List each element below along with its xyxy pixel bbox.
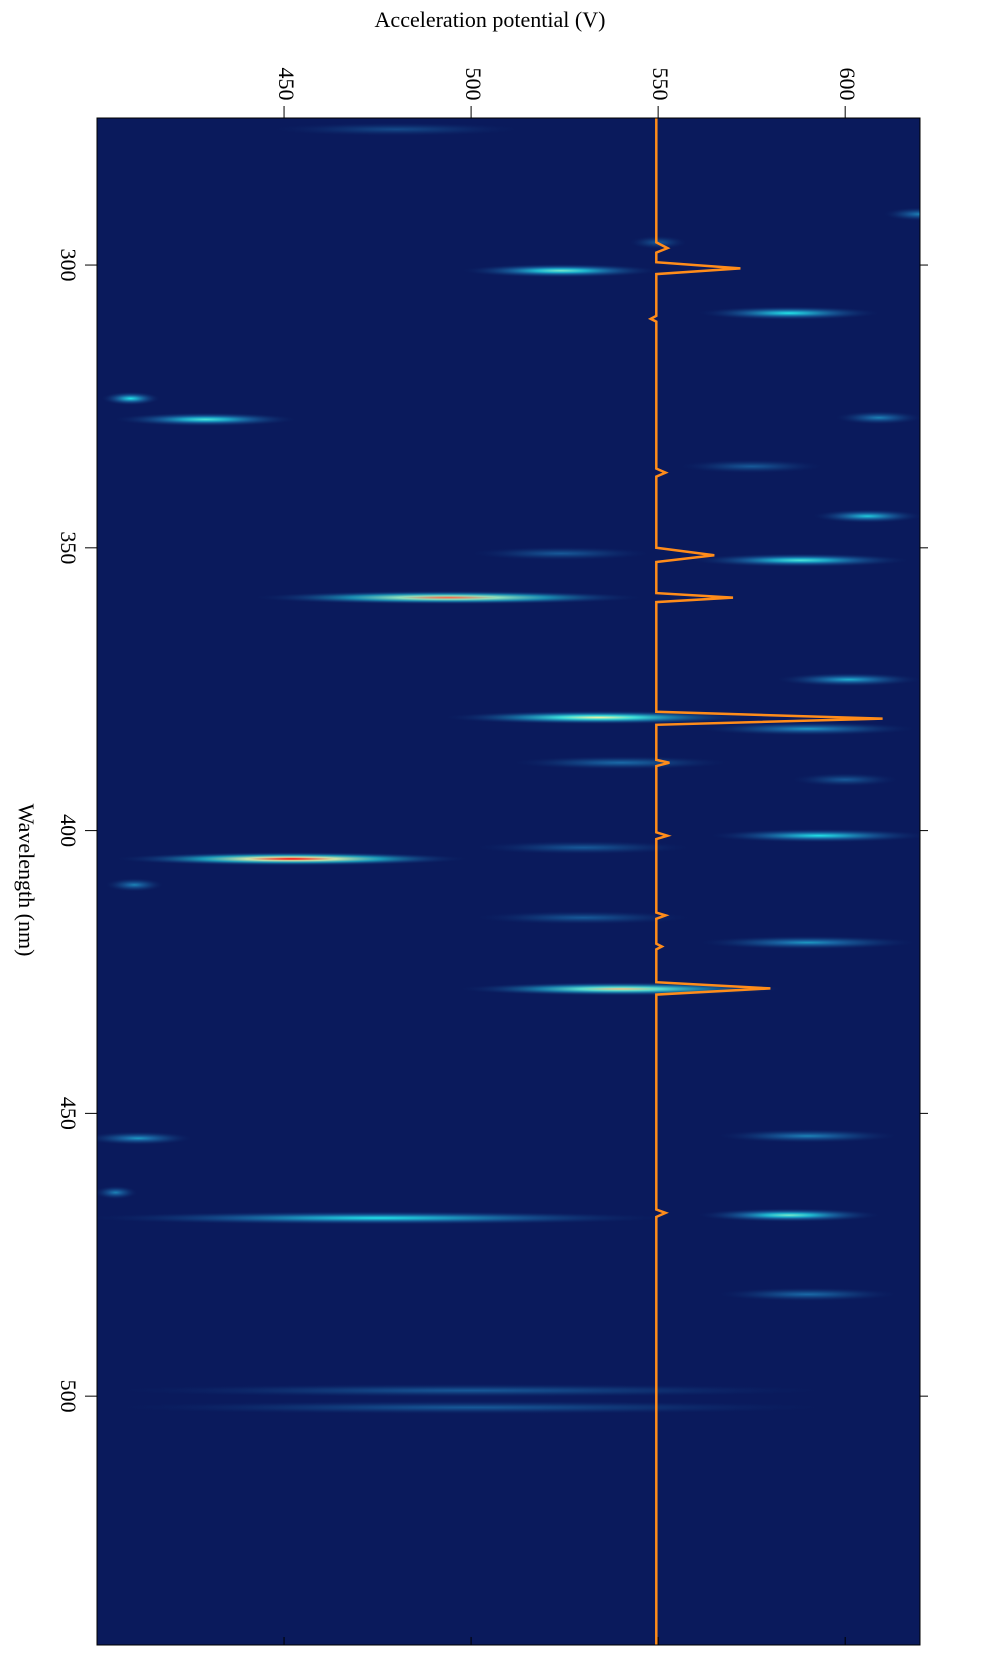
intensity-spot: [676, 459, 827, 474]
y-axis-title: Acceleration potential (V): [375, 7, 606, 32]
intensity-spot: [508, 755, 733, 770]
intensity-spot: [97, 1131, 195, 1146]
intensity-spot: [250, 590, 647, 605]
y-tick-label: 450: [274, 68, 299, 101]
intensity-spot: [688, 553, 913, 568]
intensity-spot: [100, 391, 161, 406]
y-tick-label: 550: [648, 68, 673, 101]
x-tick-label: 450: [56, 1097, 81, 1130]
intensity-spot: [456, 981, 786, 996]
intensity-spot: [111, 851, 472, 866]
intensity-spot: [97, 1400, 846, 1415]
intensity-spot: [706, 828, 920, 843]
x-tick-label: 350: [56, 531, 81, 564]
intensity-spot: [833, 410, 920, 425]
y-tick-label: 500: [461, 68, 486, 101]
intensity-spot: [714, 1129, 902, 1143]
intensity-spot: [97, 1211, 677, 1226]
intensity-spot: [695, 1208, 883, 1223]
intensity-spot: [714, 1287, 902, 1302]
intensity-spot: [471, 910, 696, 925]
intensity-spot: [695, 306, 883, 321]
intensity-spot: [97, 1185, 139, 1200]
plot-background: [97, 118, 920, 1645]
intensity-spot: [882, 207, 920, 222]
intensity-spot: [441, 710, 756, 725]
intensity-spot: [811, 509, 920, 524]
intensity-spot: [774, 672, 920, 687]
intensity-spot: [471, 840, 696, 855]
intensity-spot: [459, 263, 662, 278]
intensity-spot: [265, 122, 528, 137]
intensity-spot: [104, 877, 165, 892]
intensity-spot: [111, 412, 300, 427]
y-tick-label: 600: [835, 68, 860, 101]
x-tick-label: 400: [56, 814, 81, 847]
intensity-spot: [695, 721, 920, 736]
intensity-spot: [695, 935, 920, 950]
spectrum-line: [647, 118, 883, 1645]
intensity-spot: [467, 546, 655, 561]
plot-frame: [96, 117, 921, 1646]
spots: [97, 122, 920, 1415]
x-tick-label: 300: [56, 249, 81, 282]
x-tick-label: 500: [56, 1380, 81, 1413]
intensity-spot: [97, 1383, 846, 1398]
x-axis-title: Wavelength (nm): [14, 804, 39, 957]
intensity-spot: [789, 772, 902, 787]
